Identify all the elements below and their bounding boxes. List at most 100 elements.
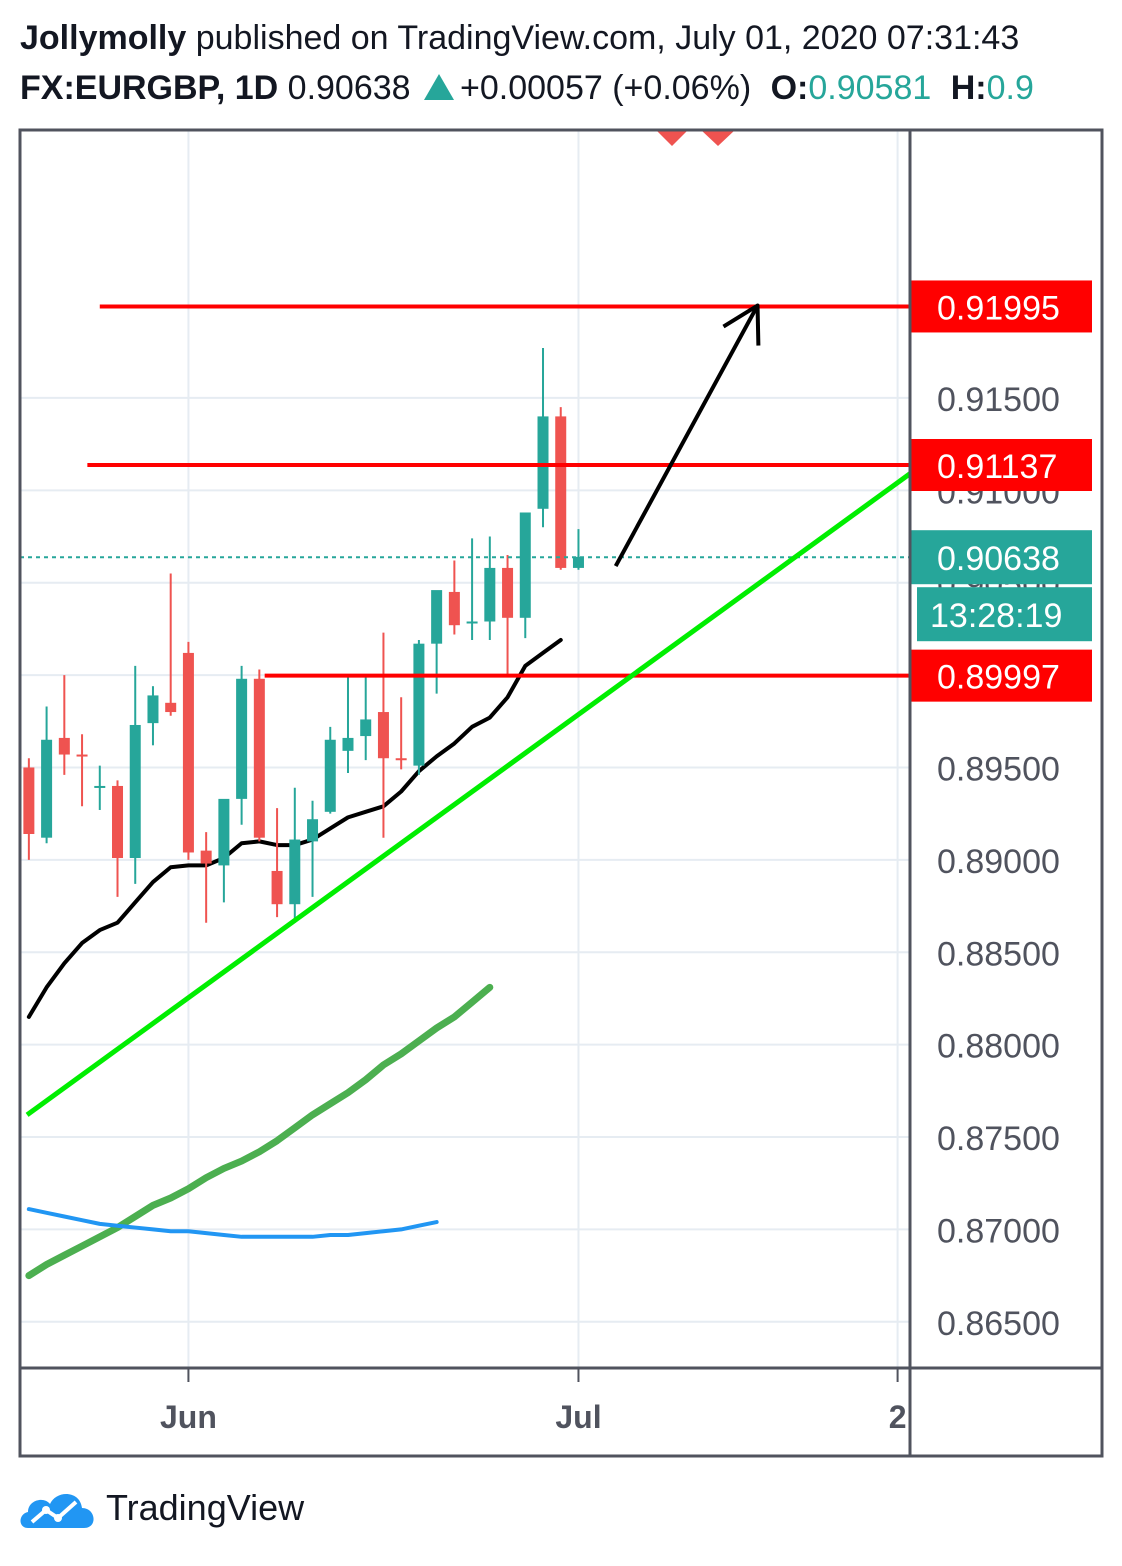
- candle: [94, 765, 106, 810]
- candle-body: [448, 591, 460, 626]
- candle-body: [200, 850, 212, 864]
- candle: [129, 665, 141, 884]
- candle-body: [572, 556, 584, 568]
- candle-body: [342, 737, 354, 751]
- candle: [76, 734, 88, 807]
- price-axis[interactable]: 0.86500 0.87000 0.87500 0.88000 0.88500 0.890…: [937, 381, 1060, 1343]
- price-tick-label[interactable]: 0.89000: [937, 843, 1060, 881]
- candle: [377, 632, 389, 838]
- candle: [502, 554, 514, 676]
- drawings: [25, 303, 910, 1117]
- marker-down-icon: [656, 130, 688, 146]
- marker-down-icon: [701, 130, 735, 146]
- candle-body: [147, 695, 159, 724]
- candle-body: [253, 678, 265, 838]
- candle: [448, 560, 460, 635]
- plot-area: [20, 303, 910, 1280]
- candle-body: [112, 785, 124, 859]
- time-tick-label[interactable]: 2: [889, 1399, 907, 1435]
- time-tick-label[interactable]: Jul: [555, 1399, 601, 1435]
- candle-body: [519, 512, 531, 618]
- level-price-tag: [910, 649, 1092, 702]
- candle: [253, 669, 265, 842]
- candle-body: [395, 758, 407, 761]
- tradingview-logo[interactable]: TradingView: [18, 1484, 304, 1532]
- candle-body: [324, 739, 336, 812]
- level-price-tag: [910, 438, 1092, 491]
- current-price-tag: [910, 530, 1092, 585]
- candle: [182, 641, 194, 860]
- candle-body: [129, 724, 141, 859]
- symbol-line: FX:EURGBP, 1D 0.90638 +0.00057 (+0.06%) …: [20, 68, 1034, 108]
- moving-averages: [25, 637, 563, 1280]
- candle-body: [23, 767, 35, 834]
- level-price-label: 0.91995: [937, 289, 1060, 327]
- arrow-shaft: [613, 304, 760, 568]
- last-price: 0.90638: [287, 69, 411, 107]
- candle-body: [466, 621, 478, 624]
- author-name[interactable]: Jollymolly: [20, 19, 187, 57]
- candle: [218, 798, 230, 903]
- chart-frame: [18, 128, 1104, 1458]
- tradingview-cloud-icon: [20, 1493, 94, 1528]
- candle: [200, 832, 212, 923]
- candle: [413, 639, 425, 775]
- candle: [23, 758, 35, 860]
- time-axis[interactable]: Jun Jul 2: [160, 1399, 907, 1435]
- candle: [147, 686, 159, 746]
- level-price-tag: [910, 280, 1092, 333]
- symbol-label[interactable]: FX:EURGBP, 1D: [20, 69, 279, 107]
- price-tick-label[interactable]: 0.88000: [937, 1028, 1060, 1066]
- horizontal-levels: [20, 304, 910, 678]
- candle: [484, 536, 496, 640]
- candle-body: [377, 712, 389, 759]
- brand-name: TradingView: [106, 1487, 305, 1528]
- candle: [236, 665, 248, 825]
- open-value: 0.90581: [808, 69, 932, 107]
- candle-body: [182, 652, 194, 853]
- up-triangle-icon: [424, 74, 455, 101]
- candle: [555, 407, 567, 570]
- candle-body: [271, 870, 283, 905]
- candle-body: [94, 785, 106, 788]
- candle-body: [360, 719, 372, 737]
- grid-lines: [20, 130, 910, 1382]
- candle-body: [555, 416, 567, 568]
- candle: [572, 529, 584, 570]
- high-label: H:: [950, 69, 987, 107]
- high-value: 0.9: [986, 69, 1034, 107]
- price-tick-label[interactable]: 0.91500: [937, 381, 1060, 419]
- candle: [41, 706, 53, 844]
- candle-body: [58, 737, 70, 755]
- candle-body: [165, 702, 177, 713]
- publish-line: Jollymolly published on TradingView.com,…: [20, 18, 1019, 58]
- price-chart[interactable]: 0.86500 0.87000 0.87500 0.88000 0.88500 0.890…: [0, 0, 1122, 1480]
- price-tick-label[interactable]: 0.86500: [937, 1305, 1060, 1343]
- candle-body: [76, 754, 88, 757]
- candle: [58, 675, 70, 775]
- candle-body: [41, 739, 53, 838]
- candle: [165, 573, 177, 716]
- candle: [360, 676, 372, 761]
- candle: [431, 590, 443, 694]
- marker-icons: [656, 130, 735, 146]
- price-change: +0.00057 (+0.06%): [460, 69, 752, 107]
- candle: [289, 787, 301, 923]
- candle: [271, 808, 283, 918]
- price-tick-label[interactable]: 0.89500: [937, 750, 1060, 788]
- candle: [519, 512, 531, 639]
- publish-info: published on TradingView.com, July 01, 2…: [195, 19, 1020, 57]
- trend-line: [25, 471, 910, 1117]
- candle-body: [484, 567, 496, 622]
- candle-body: [307, 819, 319, 842]
- candle: [466, 538, 478, 640]
- countdown-label: 13:28:19: [930, 597, 1062, 635]
- price-tick-label[interactable]: 0.88500: [937, 935, 1060, 973]
- price-tick-label[interactable]: 0.87500: [937, 1120, 1060, 1158]
- price-tick-label[interactable]: 0.87000: [937, 1212, 1060, 1250]
- candle: [307, 800, 319, 897]
- open-label: O:: [770, 69, 809, 107]
- time-tick-label[interactable]: Jun: [160, 1399, 217, 1435]
- current-price-label: 0.90638: [937, 540, 1060, 578]
- candles: [23, 348, 584, 923]
